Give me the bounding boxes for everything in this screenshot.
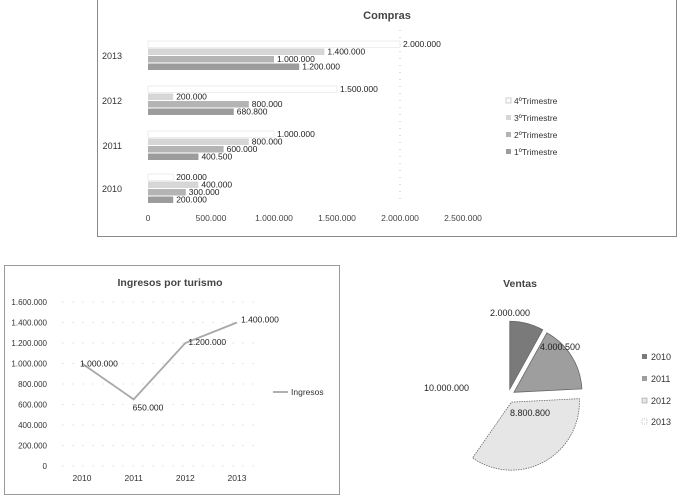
data-label: 1.400.000 <box>241 315 279 325</box>
x-tick-label: 2013 <box>228 473 247 483</box>
data-label: 1.400.000 <box>327 47 365 57</box>
data-label: 8.800.800 <box>510 408 550 418</box>
x-tick-label: 1.000.000 <box>255 213 293 223</box>
pie-slice-2012 <box>471 398 580 471</box>
pie-slice-2013 <box>433 325 502 450</box>
y-tick-label: 800.000 <box>18 380 47 389</box>
chart-title: Ingresos por turismo <box>117 277 222 289</box>
legend-label: 4ºTrimestre <box>514 96 558 106</box>
legend-label: 2013 <box>651 417 671 427</box>
legend-swatch <box>506 149 511 154</box>
bar-2013-q1 <box>148 63 300 70</box>
data-label: 2.000.000 <box>403 39 441 49</box>
data-label: 650.000 <box>133 402 164 412</box>
data-label: 200.000 <box>176 92 207 102</box>
x-tick-label: 0 <box>146 213 151 223</box>
x-tick-label: 2012 <box>176 473 195 483</box>
data-label: 2.000.000 <box>490 308 530 318</box>
bar-2011-q3 <box>148 138 249 145</box>
data-label: 4.000.500 <box>540 342 580 352</box>
data-label: 1.200.000 <box>302 62 340 72</box>
y-tick-label: 400.000 <box>18 421 47 430</box>
pie-slice-2011 <box>513 332 583 393</box>
bar-2012-q1 <box>148 108 234 115</box>
bar-2010-q2 <box>148 189 186 196</box>
data-label: 1.200.000 <box>188 337 226 347</box>
bar-2013-q4 <box>147 40 401 48</box>
bar-2011-q2 <box>148 146 224 153</box>
x-tick-label: 500.000 <box>196 213 227 223</box>
x-tick-label: 2.500.000 <box>444 213 482 223</box>
data-label: 680.800 <box>237 107 268 117</box>
x-tick-label: 2011 <box>125 473 144 483</box>
data-label: 1.000.000 <box>277 129 315 139</box>
bar-2012-q4 <box>147 85 338 93</box>
category-label: 2011 <box>103 141 122 151</box>
ingresos-chart: Ingresos por turismo 0 200.000 400.000 600.0… <box>4 265 340 495</box>
ventas-chart: Ventas 2.000.000 4.000.500 8.800.800 10.000.… <box>418 268 686 493</box>
x-tick-label: 1.500.000 <box>318 213 356 223</box>
x-tick-label: 2.000.000 <box>381 213 419 223</box>
legend-swatch <box>641 418 648 425</box>
data-label: 200.000 <box>176 195 207 205</box>
legend-label: 1ºTrimestre <box>514 147 558 157</box>
data-label: 300.000 <box>189 187 220 197</box>
legend-swatch <box>505 97 512 104</box>
pie-slice-2010 <box>509 320 544 391</box>
legend-label: 2012 <box>651 396 671 406</box>
category-label: 2013 <box>102 51 122 61</box>
legend-swatch <box>506 132 511 137</box>
category-label: 2012 <box>102 96 122 106</box>
y-tick-label: 1.400.000 <box>11 319 47 328</box>
y-tick-label: 0 <box>43 462 48 471</box>
bar-2010-q1 <box>148 196 174 203</box>
chart-title: Compras <box>363 10 411 22</box>
data-label: 1.500.000 <box>340 84 378 94</box>
series-line-ingresos <box>81 321 238 401</box>
data-label: 1.000.000 <box>80 359 118 369</box>
data-label: 600.000 <box>227 144 258 154</box>
bar-2012-q2 <box>148 101 249 108</box>
legend-label: 2ºTrimestre <box>514 130 558 140</box>
compras-chart-svg: Compras 0 500.000 1.000.000 1.500.000 2.000.0… <box>102 10 558 223</box>
legend-label: Ingresos <box>291 387 324 397</box>
bar-2012-q3 <box>148 93 174 100</box>
y-tick-label: 600.000 <box>18 401 47 410</box>
ventas-chart-svg: Ventas 2.000.000 4.000.500 8.800.800 10.000.… <box>424 278 671 471</box>
y-tick-label: 1.600.000 <box>11 298 47 307</box>
bar-2013-q3 <box>148 48 325 55</box>
y-tick-label: 1.200.000 <box>11 339 47 348</box>
legend-swatch <box>642 376 647 381</box>
bar-2013-q2 <box>148 56 274 63</box>
y-tick-label: 200.000 <box>18 442 47 451</box>
ingresos-chart-svg: Ingresos por turismo 0 200.000 400.000 600.0… <box>11 277 324 483</box>
bar-2011-q1 <box>148 153 199 160</box>
data-label: 200.000 <box>176 172 207 182</box>
data-label: 400.500 <box>201 152 232 162</box>
data-label: 10.000.000 <box>424 383 469 393</box>
legend-swatch <box>642 354 647 359</box>
legend-label: 3ºTrimestre <box>514 113 558 123</box>
category-label: 2010 <box>102 184 122 194</box>
legend-swatch <box>641 397 648 404</box>
bar-2010-q4 <box>147 173 174 181</box>
x-tick-label: 2010 <box>73 473 92 483</box>
chart-title: Ventas <box>503 278 537 290</box>
legend-label: 2010 <box>651 352 671 362</box>
bar-2011-q4 <box>147 130 275 138</box>
legend-label: 2011 <box>651 374 670 384</box>
legend-swatch <box>506 115 511 120</box>
compras-chart: Compras 0 500.000 1.000.000 1.500.000 2.000.0… <box>97 0 677 237</box>
data-label: 800.000 <box>252 137 283 147</box>
data-label: 1.000.000 <box>277 54 315 64</box>
data-label: 800.000 <box>252 99 283 109</box>
data-label: 400.000 <box>201 180 232 190</box>
bar-2010-q3 <box>148 181 199 188</box>
y-tick-label: 1.000.000 <box>11 360 47 369</box>
